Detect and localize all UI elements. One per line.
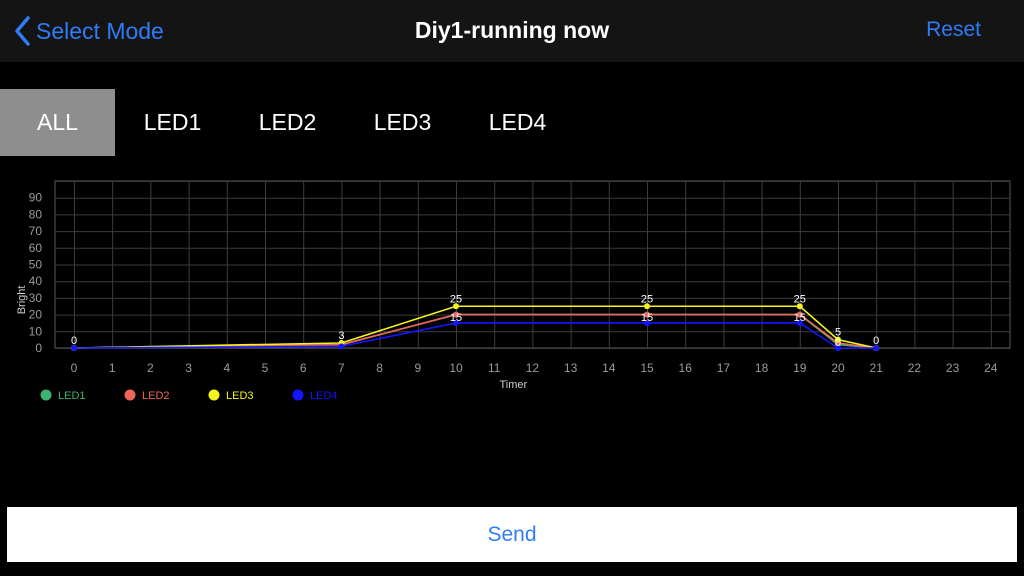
x-tick-label: 20 xyxy=(831,361,845,375)
legend-label-led4: LED4 xyxy=(310,390,338,402)
series-line-led1 xyxy=(73,313,877,349)
back-button-label: Select Mode xyxy=(36,17,164,44)
tab-led1[interactable]: LED1 xyxy=(143,109,202,135)
series-line-led3 xyxy=(73,305,877,349)
x-tick-label: 4 xyxy=(223,361,230,375)
series-line-led2 xyxy=(73,313,877,349)
y-tick-label: 90 xyxy=(29,191,43,205)
data-point-led2 xyxy=(453,311,459,318)
x-tick-label: 21 xyxy=(870,361,884,375)
y-tick-label: 50 xyxy=(29,258,43,272)
y-tick-label: 20 xyxy=(29,308,43,322)
y-axis-label: Bright xyxy=(16,286,28,315)
tab-led4[interactable]: LED4 xyxy=(488,109,547,135)
x-tick-label: 5 xyxy=(262,361,269,375)
tab-all[interactable]: ALL xyxy=(0,89,115,156)
y-tick-label: 70 xyxy=(29,224,43,238)
data-label: 15 xyxy=(450,312,462,324)
x-tick-label: 19 xyxy=(793,361,807,375)
data-point-led2 xyxy=(644,311,650,318)
tab-led2[interactable]: LED2 xyxy=(258,109,317,135)
data-label: 25 xyxy=(450,293,462,305)
x-axis-label: Timer xyxy=(499,379,527,391)
x-tick-label: 16 xyxy=(679,361,693,375)
data-label: 3 xyxy=(338,330,344,342)
back-button[interactable]: Select Mode xyxy=(14,13,164,49)
x-tick-label: 22 xyxy=(908,361,922,375)
reset-button[interactable]: Reset xyxy=(926,18,981,41)
legend-label-led2: LED2 xyxy=(142,390,170,402)
data-point-led4 xyxy=(338,343,345,350)
x-tick-label: 6 xyxy=(300,361,307,375)
send-button[interactable]: Send xyxy=(7,507,1017,562)
legend-marker-led2 xyxy=(124,389,136,401)
x-tick-label: 17 xyxy=(717,361,731,375)
x-tick-label: 23 xyxy=(946,361,960,375)
y-tick-label: 60 xyxy=(29,241,43,255)
x-tick-label: 12 xyxy=(526,361,540,375)
data-label: 25 xyxy=(794,293,806,305)
data-point-led2 xyxy=(796,311,803,318)
legend-marker-led3 xyxy=(208,389,220,401)
y-tick-label: 40 xyxy=(29,274,43,288)
x-tick-label: 11 xyxy=(488,361,501,375)
series-line-led4 xyxy=(73,322,877,349)
data-point-led4 xyxy=(873,345,880,351)
data-point-led3 xyxy=(796,303,803,310)
data-point-led4 xyxy=(453,319,459,326)
navigation-bar: Select Mode Diy1-running now Reset xyxy=(0,0,1024,62)
y-tick-label: 30 xyxy=(29,291,43,305)
legend-marker-led4 xyxy=(292,389,304,401)
x-tick-label: 10 xyxy=(449,361,463,375)
legend-marker-led1 xyxy=(40,389,52,401)
legend-label-led1: LED1 xyxy=(58,390,86,402)
x-tick-label: 1 xyxy=(109,361,116,375)
x-tick-label: 14 xyxy=(602,361,616,375)
page-title: Diy1-running now xyxy=(414,17,610,43)
data-label: 5 xyxy=(835,327,841,339)
x-tick-label: 18 xyxy=(755,361,769,375)
data-label: 0 xyxy=(71,335,77,347)
y-tick-label: 80 xyxy=(29,207,43,221)
x-tick-label: 2 xyxy=(147,361,154,375)
data-label: 25 xyxy=(641,293,653,305)
tab-led3[interactable]: LED3 xyxy=(373,109,432,135)
data-label: 15 xyxy=(794,312,806,324)
data-point-led4 xyxy=(71,345,77,351)
brightness-chart[interactable]: 0 10 20 30 40 50 60 70 80 90 0 1 2 3 4 5 6 7 8 9 10 11 12 13 14 1… xyxy=(0,170,1024,410)
y-tick-label: 10 xyxy=(29,324,43,338)
chevron-left-icon xyxy=(15,16,30,46)
data-point-led3 xyxy=(453,303,459,310)
data-label: 0 xyxy=(873,335,879,347)
data-point-led3 xyxy=(644,303,650,310)
data-label: 0 xyxy=(835,337,841,349)
data-label: 15 xyxy=(641,312,653,324)
data-point-led3 xyxy=(835,336,841,343)
data-point-led4 xyxy=(835,345,841,351)
x-tick-label: 0 xyxy=(71,361,78,375)
x-tick-label: 7 xyxy=(338,361,345,375)
data-point-led4 xyxy=(644,319,650,326)
x-tick-label: 9 xyxy=(414,361,421,375)
x-tick-label: 24 xyxy=(984,361,998,375)
x-tick-label: 8 xyxy=(376,361,383,375)
x-tick-label: 13 xyxy=(564,361,578,375)
data-point-led4 xyxy=(796,319,803,326)
legend-label-led3: LED3 xyxy=(226,390,254,402)
x-tick-label: 3 xyxy=(185,361,192,375)
x-tick-label: 15 xyxy=(640,361,654,375)
y-tick-label: 0 xyxy=(35,341,42,355)
